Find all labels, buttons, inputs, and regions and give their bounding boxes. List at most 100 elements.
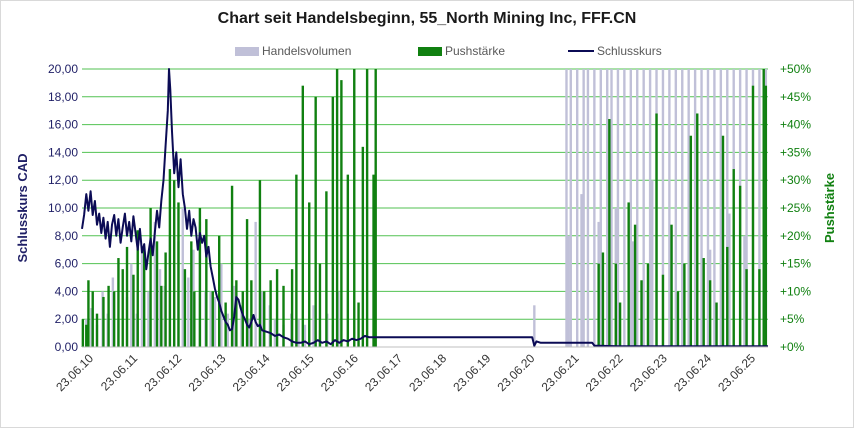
x-tick-label: 23.06.20 [495,351,538,394]
y-left-ticks: 0,00 2,00 4,00 6,00 8,00 10,00 12,00 14,00 16,00… [48,62,78,354]
y-right-tick-label: +5% [780,312,805,326]
push-bar-74 [715,302,718,347]
x-tick-label: 23.06.21 [539,351,582,394]
volume-bar-5 [111,277,115,347]
push-bar-7 [112,291,116,347]
push-bar-3 [91,291,94,347]
volume-bar-10 [140,249,144,347]
push-bar-64 [646,263,650,347]
push-bar-71 [696,113,699,347]
push-bar-13 [142,246,146,347]
volume-bar-33 [273,319,277,347]
y-right-tick-label: +20% [780,229,811,243]
push-bars [81,69,768,348]
push-bar-15 [155,241,159,347]
y-right-tick-label: +25% [780,201,811,215]
y-right-tick-label: +40% [780,118,811,132]
push-bar-34 [258,180,262,347]
push-bar-9 [121,269,124,347]
volume-bar-78 [580,194,583,347]
push-bar-60 [618,302,622,347]
push-bar-12 [136,230,139,347]
push-bar-14 [149,208,152,347]
volume-bar-38 [312,305,315,347]
legend-swatch [418,46,442,56]
push-bar-16 [160,285,163,347]
push-bar-5 [102,296,105,347]
push-bar-80 [751,85,755,348]
y-left-tick-label: 16,00 [48,118,78,132]
push-bar-33 [250,280,253,347]
push-bar-30 [235,280,238,347]
push-bar-79 [745,269,748,347]
y-left-tick-label: 20,00 [48,62,78,76]
volume-bar-67 [706,69,710,347]
push-bar-28 [224,302,227,347]
x-tick-label: 23.06.11 [98,351,141,394]
push-bar-46 [331,96,335,347]
push-bar-19 [172,180,176,347]
volume-bar-87 [743,235,746,347]
push-bar-23 [193,291,196,347]
push-bar-25 [205,219,208,347]
volume-bar-62 [674,69,678,347]
volume-bar-63 [681,69,684,347]
push-bar-50 [353,69,356,347]
push-bar-72 [702,258,705,347]
x-tick-label: 23.06.16 [318,351,361,394]
volume-bar-58 [648,69,652,347]
push-bar-69 [683,263,686,347]
volume-bar-68 [713,69,716,347]
chart-legend: Handelsvolumen Pushstärke Schlusskurs [0,44,854,60]
push-bar-66 [661,274,665,347]
y-right-tick-label: +45% [780,90,811,104]
push-bar-77 [732,169,735,347]
x-tick-label: 23.06.22 [583,351,626,394]
push-bar-1 [85,324,88,347]
y-left-tick-label: 2,00 [55,312,79,326]
push-bar-62 [633,224,637,347]
push-bar-54 [372,174,375,347]
push-bar-37 [275,269,279,347]
push-bar-6 [107,285,110,347]
push-bar-35 [263,291,266,347]
x-tick-label: 23.06.10 [53,351,96,394]
x-ticks: 23.06.10 23.06.11 23.06.12 23.06.13 23.06.14… [53,351,758,394]
push-bar-32 [245,219,249,347]
push-bar-51 [357,302,360,347]
y-axis-right-title: Pushstärke [822,173,837,243]
price-line-group [81,68,768,348]
push-bar-44 [318,263,322,347]
push-bar-20 [177,202,180,347]
volume-bar-66 [700,69,703,347]
push-bar-8 [117,258,120,347]
y-right-tick-label: +50% [780,62,811,76]
push-bar-43 [314,96,317,347]
volume-bar-28 [240,305,243,347]
legend-label: Schlusskurs [597,44,662,58]
x-tick-label: 23.06.12 [141,351,184,394]
y-left-tick-label: 12,00 [48,173,78,187]
legend-swatch [235,46,259,56]
y-right-tick-label: +0% [780,340,805,354]
volume-bar-55 [629,69,632,347]
push-bar-36 [269,280,272,347]
push-bar-82 [762,69,765,347]
x-tick-label: 23.06.19 [450,351,493,394]
x-tick-label: 23.06.24 [671,351,714,394]
volume-bar-77 [567,235,570,347]
push-bar-83 [764,85,768,348]
push-bar-4 [95,313,99,347]
x-tick-label: 23.06.23 [627,351,670,394]
push-bar-21 [183,269,187,347]
push-bar-40 [295,174,298,347]
push-bar-65 [655,113,658,347]
volume-bar-50 [599,69,602,347]
push-bar-39 [290,269,294,347]
volume-bar-70 [726,69,729,347]
push-bar-78 [738,185,742,347]
volume-bar-43 [533,305,536,347]
push-bar-27 [218,235,221,347]
y-right-tick-label: +30% [780,173,811,187]
